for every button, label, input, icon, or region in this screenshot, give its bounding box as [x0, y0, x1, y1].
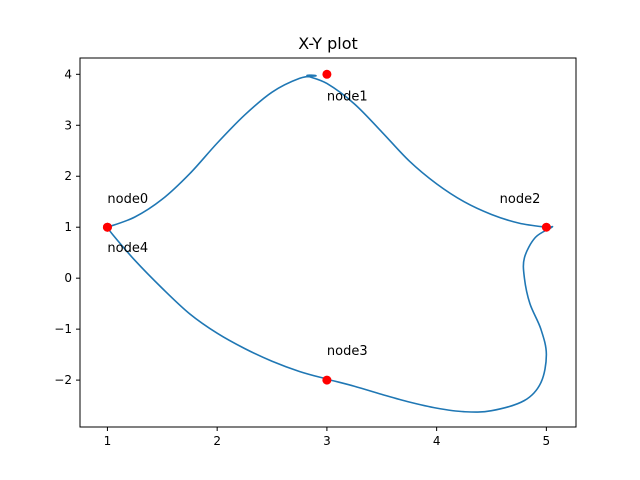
node-label-node2: node2 [500, 192, 541, 207]
series-curve [106, 74, 554, 413]
x-tick-label: 2 [213, 434, 221, 448]
x-tick-label: 1 [104, 434, 112, 448]
node-label-node4: node4 [107, 241, 148, 256]
y-tick-label: −1 [54, 322, 72, 336]
node-label-node1: node1 [327, 89, 368, 104]
axis-ticks: 1 2 3 4 5 −2 −1 0 1 2 3 4 [54, 67, 550, 448]
y-tick-label: −2 [54, 373, 72, 387]
node-marker-node2 [541, 222, 551, 232]
node-marker-node3 [322, 375, 332, 385]
y-tick-label: 0 [64, 271, 72, 285]
node-label-node3: node3 [327, 344, 368, 359]
y-tick-label: 2 [64, 169, 72, 183]
y-tick-label: 4 [64, 67, 72, 81]
x-tick-label: 4 [433, 434, 441, 448]
plot-area-frame [79, 57, 577, 428]
x-tick-label: 3 [323, 434, 331, 448]
x-tick-label: 5 [543, 434, 551, 448]
node-marker-node4 [102, 222, 112, 232]
y-tick-label: 1 [64, 220, 72, 234]
chart-title: X-Y plot [298, 34, 358, 53]
node-label-node0: node0 [107, 192, 148, 207]
node-markers: node0 node1 node2 node3 node4 [102, 69, 551, 385]
node-marker-node1 [322, 69, 332, 79]
y-tick-label: 3 [64, 118, 72, 132]
